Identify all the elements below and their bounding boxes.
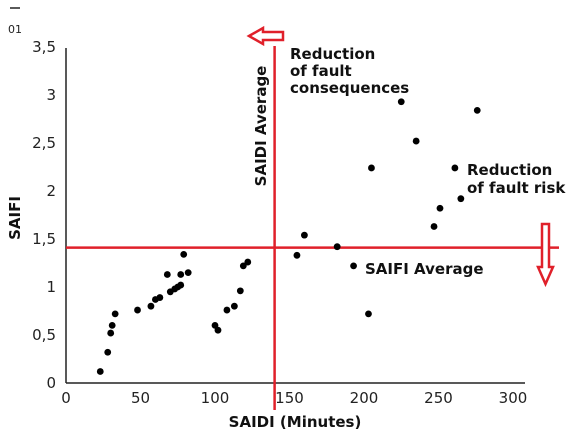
y-tick-labels: 0 0,5 1 1,5 2 2,5 3 3,5 <box>32 38 56 392</box>
data-point <box>301 231 308 239</box>
data-point <box>107 329 115 337</box>
data-point <box>214 326 222 334</box>
reduction-risk-line2: of fault risk <box>467 179 566 197</box>
data-point <box>244 258 252 266</box>
reduction-consequences-line3: consequences <box>290 79 409 97</box>
data-point <box>111 310 119 318</box>
data-point <box>223 306 231 314</box>
data-point <box>180 250 188 258</box>
y-axis-title: SAIFI <box>6 196 24 240</box>
data-point <box>397 98 405 106</box>
data-point <box>430 223 438 230</box>
data-point <box>104 348 112 356</box>
data-point <box>239 262 247 270</box>
y-tick-label: 3,5 <box>32 38 56 56</box>
data-point <box>147 302 155 310</box>
saifi-average-label: SAIFI Average <box>365 260 484 278</box>
data-point <box>134 306 141 314</box>
arrow-down-icon <box>536 222 555 288</box>
saidi-average-label: SAIDI Average <box>252 66 270 187</box>
x-tick-labels: 0 50 100 150 200 250 300 <box>61 389 527 407</box>
y-tick-label: 3 <box>46 86 56 104</box>
reduction-consequences-line1: Reduction <box>290 45 375 63</box>
data-point <box>457 195 465 203</box>
data-point <box>473 106 481 114</box>
figure-number: 01 <box>8 23 22 36</box>
x-axis-title: SAIDI (Minutes) <box>229 413 362 431</box>
y-tick-label: 2,5 <box>32 134 56 152</box>
x-tick-label: 100 <box>201 389 230 407</box>
data-point <box>163 271 171 278</box>
data-point <box>156 294 164 301</box>
data-point <box>96 368 104 375</box>
x-tick-label: 200 <box>350 389 379 407</box>
data-point <box>451 164 459 172</box>
data-point <box>177 281 185 289</box>
data-point <box>333 243 341 251</box>
x-tick-label: 150 <box>275 389 304 407</box>
data-point <box>184 269 192 276</box>
x-tick-label: 50 <box>131 389 150 407</box>
y-tick-label: 1 <box>46 278 56 296</box>
x-tick-label: 250 <box>424 389 453 407</box>
data-point <box>177 271 185 278</box>
arrow-left-icon <box>246 25 285 47</box>
data-point <box>108 322 116 329</box>
x-tick-label: 0 <box>61 389 71 407</box>
data-point <box>230 302 238 310</box>
y-tick-label: 2 <box>46 182 56 200</box>
data-point <box>365 310 372 318</box>
data-points <box>96 98 481 375</box>
data-point <box>412 137 420 145</box>
data-point <box>236 287 244 295</box>
data-point <box>436 204 444 212</box>
y-tick-label: 1,5 <box>32 230 56 248</box>
x-tick-label: 300 <box>499 389 528 407</box>
y-tick-label: 0,5 <box>32 326 56 344</box>
data-point <box>368 164 375 172</box>
y-tick-label: 0 <box>46 374 56 392</box>
data-point <box>350 262 357 270</box>
data-point <box>293 251 301 259</box>
reduction-consequences-line2: of fault <box>290 62 352 80</box>
reduction-risk-line1: Reduction <box>467 161 552 179</box>
